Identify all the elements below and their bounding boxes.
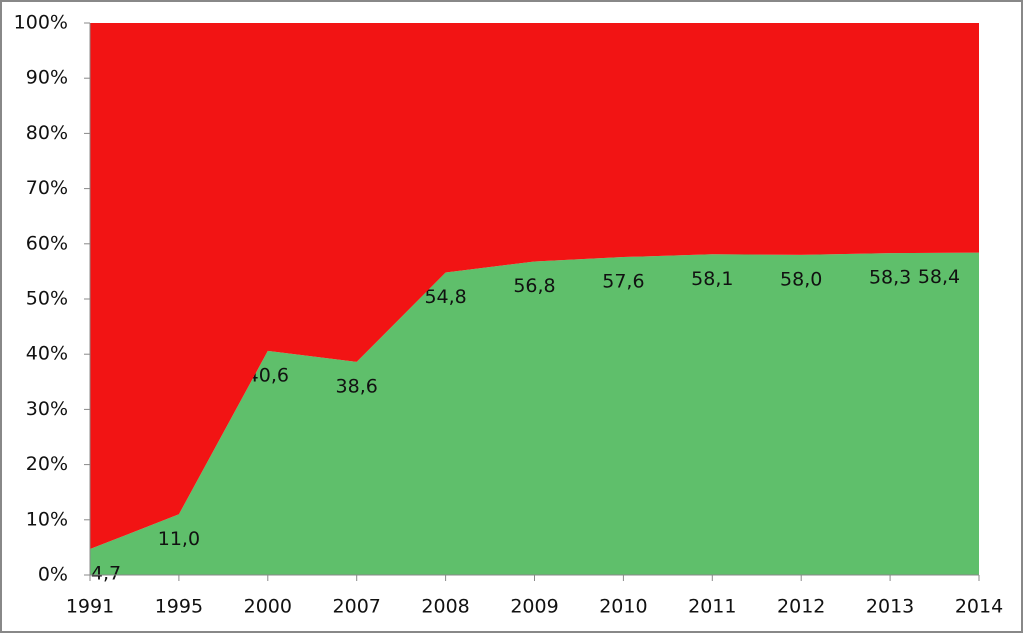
data-label: 11,0	[158, 528, 200, 550]
y-tick-label: 0%	[38, 564, 68, 586]
data-label: 38,6	[336, 375, 378, 397]
x-tick-label: 2007	[333, 596, 381, 618]
y-tick-label: 70%	[26, 177, 68, 199]
y-tick-label: 20%	[26, 453, 68, 475]
x-tick-label: 2014	[955, 596, 1003, 618]
data-label: 58,0	[780, 268, 822, 290]
x-tick-label: 2012	[777, 596, 825, 618]
y-tick-label: 10%	[26, 508, 68, 530]
y-tick-label: 40%	[26, 343, 68, 365]
x-tick-label: 2000	[244, 596, 292, 618]
y-tick-label: 60%	[26, 232, 68, 254]
data-label: 58,3	[869, 267, 911, 289]
x-tick-label: 2009	[510, 596, 558, 618]
x-tick-label: 2013	[866, 596, 914, 618]
x-tick-label: 2008	[421, 596, 469, 618]
data-label: 56,8	[513, 275, 555, 297]
x-tick-label: 1991	[66, 596, 114, 618]
area	[90, 252, 979, 575]
y-tick-label: 90%	[26, 67, 68, 89]
y-tick-label: 100%	[14, 12, 68, 34]
area	[90, 23, 979, 550]
y-tick-label: 80%	[26, 122, 68, 144]
data-label: 58,4	[918, 266, 960, 288]
x-tick-label: 2011	[688, 596, 736, 618]
data-label: 54,8	[424, 286, 466, 308]
x-tick-label: 1995	[155, 596, 203, 618]
data-label: 57,6	[602, 271, 644, 293]
y-tick-label: 30%	[26, 398, 68, 420]
y-tick-label: 50%	[26, 288, 68, 310]
data-label: 4,7	[91, 563, 121, 585]
data-label: 58,1	[691, 268, 733, 290]
x-tick-label: 2010	[599, 596, 647, 618]
